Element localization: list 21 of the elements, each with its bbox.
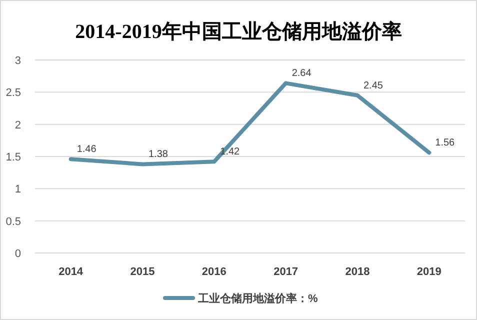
y-tick-label: 2.5: [6, 87, 21, 100]
data-label: 2.64: [292, 68, 312, 80]
data-label: 2.45: [364, 80, 384, 92]
y-tick-label: 1: [14, 184, 21, 196]
line-series: [68, 81, 432, 166]
y-tick-label: 0.5: [6, 216, 21, 228]
y-tick-label: 1.5: [6, 152, 21, 164]
chart-title: 2014-2019年中国工业仓储用地溢价率: [75, 20, 402, 43]
x-tick-label: 2018: [345, 266, 370, 278]
data-label: 1.46: [76, 144, 97, 156]
y-tick-label: 3: [14, 55, 21, 67]
x-tick-label: 2015: [130, 266, 155, 278]
y-tick-label: 2: [14, 119, 21, 132]
x-tick-label: 2017: [274, 266, 298, 278]
y-tick-label: 0: [14, 248, 21, 260]
legend-label: 工业仓储用地溢价率：%: [197, 292, 318, 305]
x-tick-label: 2019: [416, 266, 442, 278]
x-tick-label: 2016: [202, 266, 226, 278]
data-label: 1.38: [148, 149, 168, 160]
x-tick-label: 2014: [58, 266, 84, 278]
data-label: 1.56: [435, 138, 456, 149]
